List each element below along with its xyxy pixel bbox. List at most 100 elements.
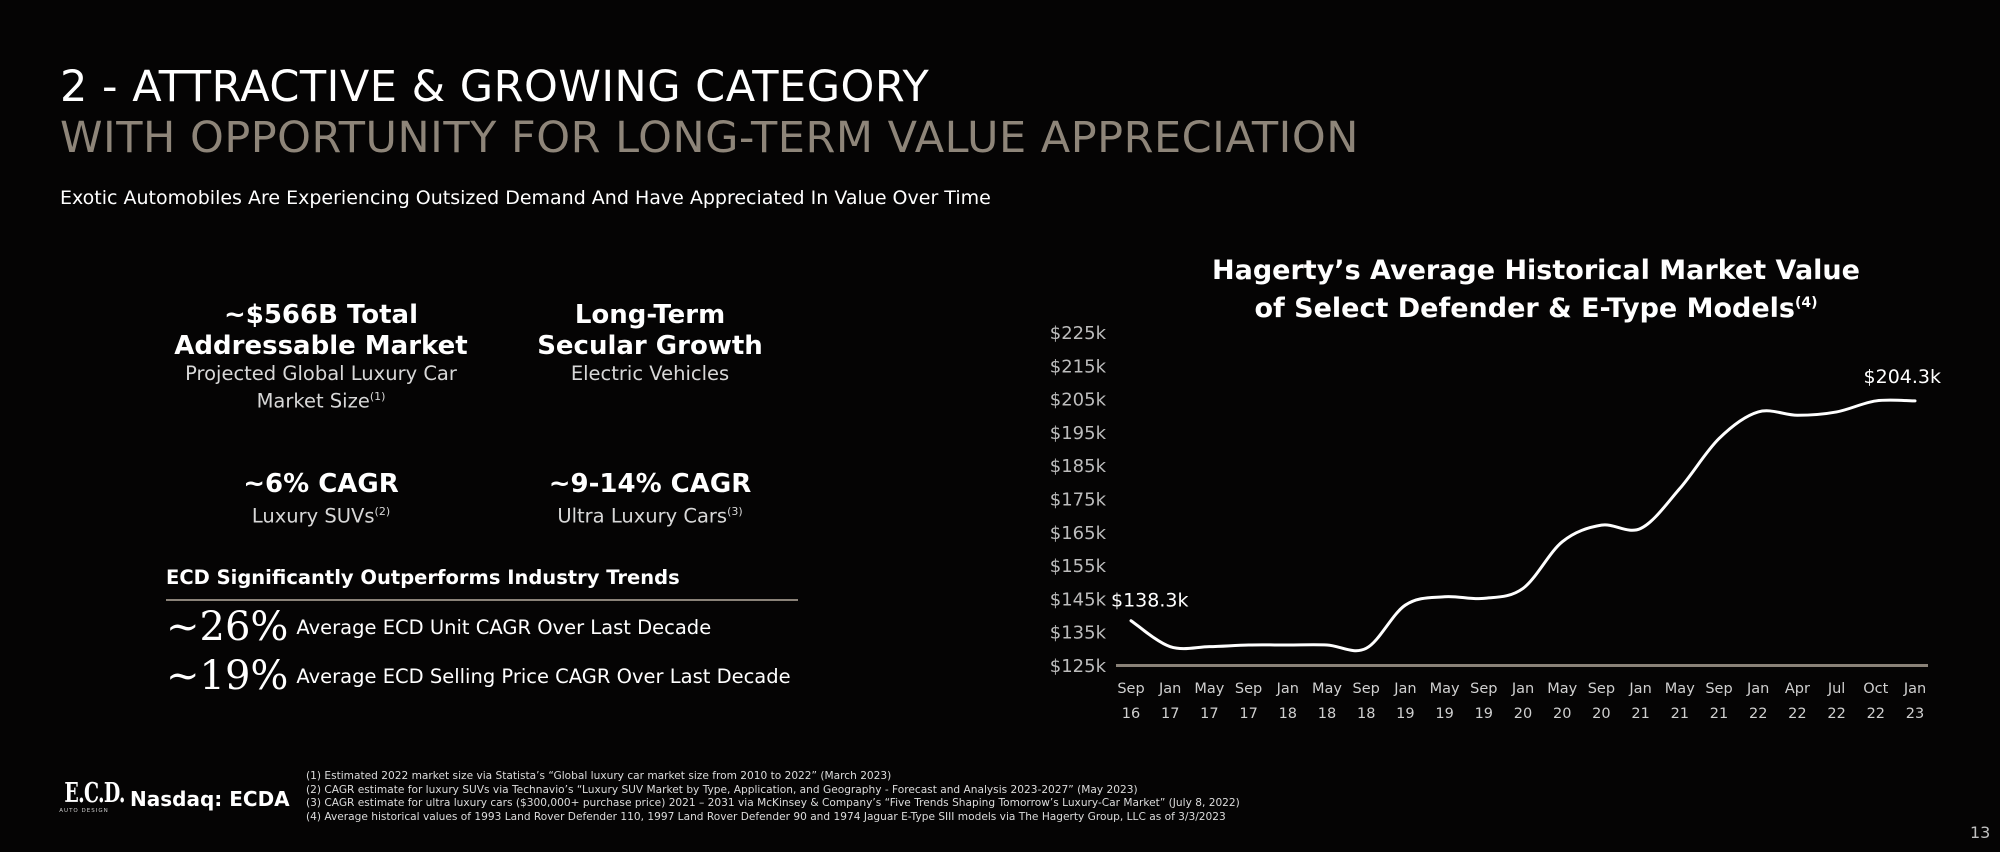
stat-price-cagr: ~19% Average ECD Selling Price CAGR Over …: [166, 653, 791, 699]
x-tick-year: 19: [1396, 706, 1414, 722]
stat-price-cagr-value: ~19%: [166, 653, 289, 699]
page-number: 13: [1970, 823, 1991, 842]
x-tick-month: Sep: [1117, 681, 1144, 697]
x-tick-month: Sep: [1588, 681, 1615, 697]
x-tick-year: 20: [1553, 706, 1571, 722]
x-tick-year: 17: [1239, 706, 1257, 722]
x-tick-year: 17: [1161, 706, 1179, 722]
kpi-tam-desc-1: Projected Global Luxury Car: [185, 362, 457, 385]
stat-unit-cagr-value: ~26%: [166, 604, 289, 650]
x-tick-year: 22: [1867, 706, 1885, 722]
footnote-4: (4) Average historical values of 1993 La…: [306, 810, 1226, 823]
stat-unit-cagr-label: Average ECD Unit CAGR Over Last Decade: [296, 615, 712, 639]
start-value-label: $138.3k: [1111, 590, 1188, 612]
footnote-ref-1: (1): [369, 390, 386, 403]
y-tick-label: $135k: [1050, 623, 1107, 644]
y-tick-label: $175k: [1050, 490, 1107, 511]
kpi-suv-desc-line: Luxury SUVs(2): [171, 500, 471, 528]
x-tick-year: 22: [1827, 706, 1845, 722]
x-tick-year: 17: [1200, 706, 1218, 722]
x-tick-month: May: [1547, 681, 1577, 697]
x-tick-month: May: [1312, 681, 1342, 697]
kpi-tam: ~$566B Total Addressable Market Projecte…: [171, 300, 471, 413]
outperform-heading: ECD Significantly Outperforms Industry T…: [166, 566, 680, 589]
x-tick-year: 18: [1357, 706, 1375, 722]
x-tick-year: 22: [1788, 706, 1806, 722]
x-tick-year: 21: [1671, 706, 1689, 722]
y-tick-label: $155k: [1050, 556, 1107, 577]
footnote-2: (2) CAGR estimate for luxury SUVs via Te…: [306, 783, 1138, 796]
kpi-ultra-luxury-cagr: ~9-14% CAGR Ultra Luxury Cars(3): [500, 469, 800, 528]
x-tick-month: Apr: [1785, 681, 1810, 697]
x-tick-month: May: [1430, 681, 1460, 697]
y-tick-label: $215k: [1050, 356, 1107, 377]
page-description: Exotic Automobiles Are Experiencing Outs…: [60, 187, 991, 209]
x-tick-month: May: [1194, 681, 1224, 697]
stat-unit-cagr: ~26% Average ECD Unit CAGR Over Last Deca…: [166, 604, 711, 650]
footnote-ref-2: (2): [374, 505, 391, 518]
x-tick-month: Jan: [1628, 681, 1651, 697]
x-tick-month: Jan: [1903, 681, 1926, 697]
x-tick-month: Sep: [1353, 681, 1380, 697]
section-divider: [166, 599, 798, 601]
page-title: 2 - ATTRACTIVE & GROWING CATEGORY: [60, 62, 930, 112]
kpi-secular-headline-2: Secular Growth: [537, 331, 763, 361]
kpi-tam-desc-2: Market Size: [256, 389, 370, 413]
kpi-tam-headline-2: Addressable Market: [174, 331, 468, 361]
kpi-secular-headline-1: Long-Term: [574, 300, 726, 330]
page-subtitle-accent: WITH OPPORTUNITY FOR LONG-TERM VALUE APP…: [60, 113, 1359, 163]
ecd-logo-mark: E.C.D.: [64, 778, 125, 809]
x-tick-year: 19: [1435, 706, 1453, 722]
y-tick-label: $165k: [1050, 523, 1107, 544]
x-tick-year: 16: [1122, 706, 1140, 722]
series-line: [1129, 398, 1917, 653]
kpi-ultra-desc: Ultra Luxury Cars: [557, 504, 728, 528]
y-tick-label: $195k: [1050, 423, 1107, 444]
x-tick-month: Jan: [1511, 681, 1534, 697]
footnote-ref-4: (4): [1795, 295, 1818, 311]
kpi-secular-growth: Long-Term Secular Growth Electric Vehicl…: [500, 300, 800, 385]
x-tick-year: 19: [1475, 706, 1493, 722]
nasdaq-ticker: Nasdaq: ECDA: [130, 787, 290, 811]
x-tick-year: 20: [1592, 706, 1610, 722]
x-tick-year: 20: [1514, 706, 1532, 722]
y-tick-label: $225k: [1050, 323, 1107, 344]
chart-title: Hagerty’s Average Historical Market Valu…: [1156, 255, 1916, 325]
x-tick-month: Jan: [1746, 681, 1769, 697]
footnote-ref-3: (3): [727, 505, 743, 518]
x-tick-month: Sep: [1235, 681, 1262, 697]
x-tick-year: 18: [1318, 706, 1336, 722]
chart-title-line-2: of Select Defender & E-Type Models: [1254, 293, 1795, 324]
x-tick-year: 18: [1279, 706, 1297, 722]
ecd-logo-sub: AUTO DESIGN: [59, 808, 109, 814]
footnotes: (1) Estimated 2022 market size via Stati…: [306, 770, 1240, 824]
kpi-ultra-headline: ~9-14% CAGR: [548, 469, 752, 499]
y-tick-label: $125k: [1050, 656, 1107, 677]
kpi-secular-desc: Electric Vehicles: [570, 362, 730, 385]
kpi-tam-desc-2-line: Market Size(1): [171, 385, 471, 413]
kpi-tam-headline-1: ~$566B Total: [223, 300, 419, 330]
x-tick-month: Oct: [1863, 681, 1888, 697]
x-tick-month: Sep: [1470, 681, 1497, 697]
chart-title-line-2-wrap: of Select Defender & E-Type Models(4): [1156, 287, 1916, 325]
x-tick-year: 21: [1710, 706, 1728, 722]
y-tick-label: $205k: [1050, 390, 1107, 411]
footnote-1: (1) Estimated 2022 market size via Stati…: [306, 770, 892, 782]
end-value-label: $204.3k: [1864, 366, 1941, 388]
y-tick-label: $145k: [1050, 589, 1107, 610]
ecd-logo: E.C.D. AUTO DESIGN: [56, 778, 125, 815]
y-tick-label: $185k: [1050, 456, 1107, 477]
footnote-3: (3) CAGR estimate for ultra luxury cars …: [306, 797, 1240, 809]
x-tick-month: Jan: [1158, 681, 1181, 697]
kpi-suv-desc: Luxury SUVs: [251, 504, 375, 528]
x-tick-month: May: [1665, 681, 1695, 697]
kpi-suv-cagr: ~6% CAGR Luxury SUVs(2): [171, 469, 471, 528]
stat-price-cagr-label: Average ECD Selling Price CAGR Over Last…: [296, 664, 791, 688]
x-tick-year: 22: [1749, 706, 1767, 722]
kpi-ultra-desc-line: Ultra Luxury Cars(3): [500, 500, 800, 528]
chart-title-line-1: Hagerty’s Average Historical Market Valu…: [1212, 255, 1860, 286]
x-tick-year: 23: [1906, 706, 1924, 722]
x-tick-month: Jul: [1827, 681, 1846, 697]
kpi-suv-headline: ~6% CAGR: [243, 469, 399, 499]
